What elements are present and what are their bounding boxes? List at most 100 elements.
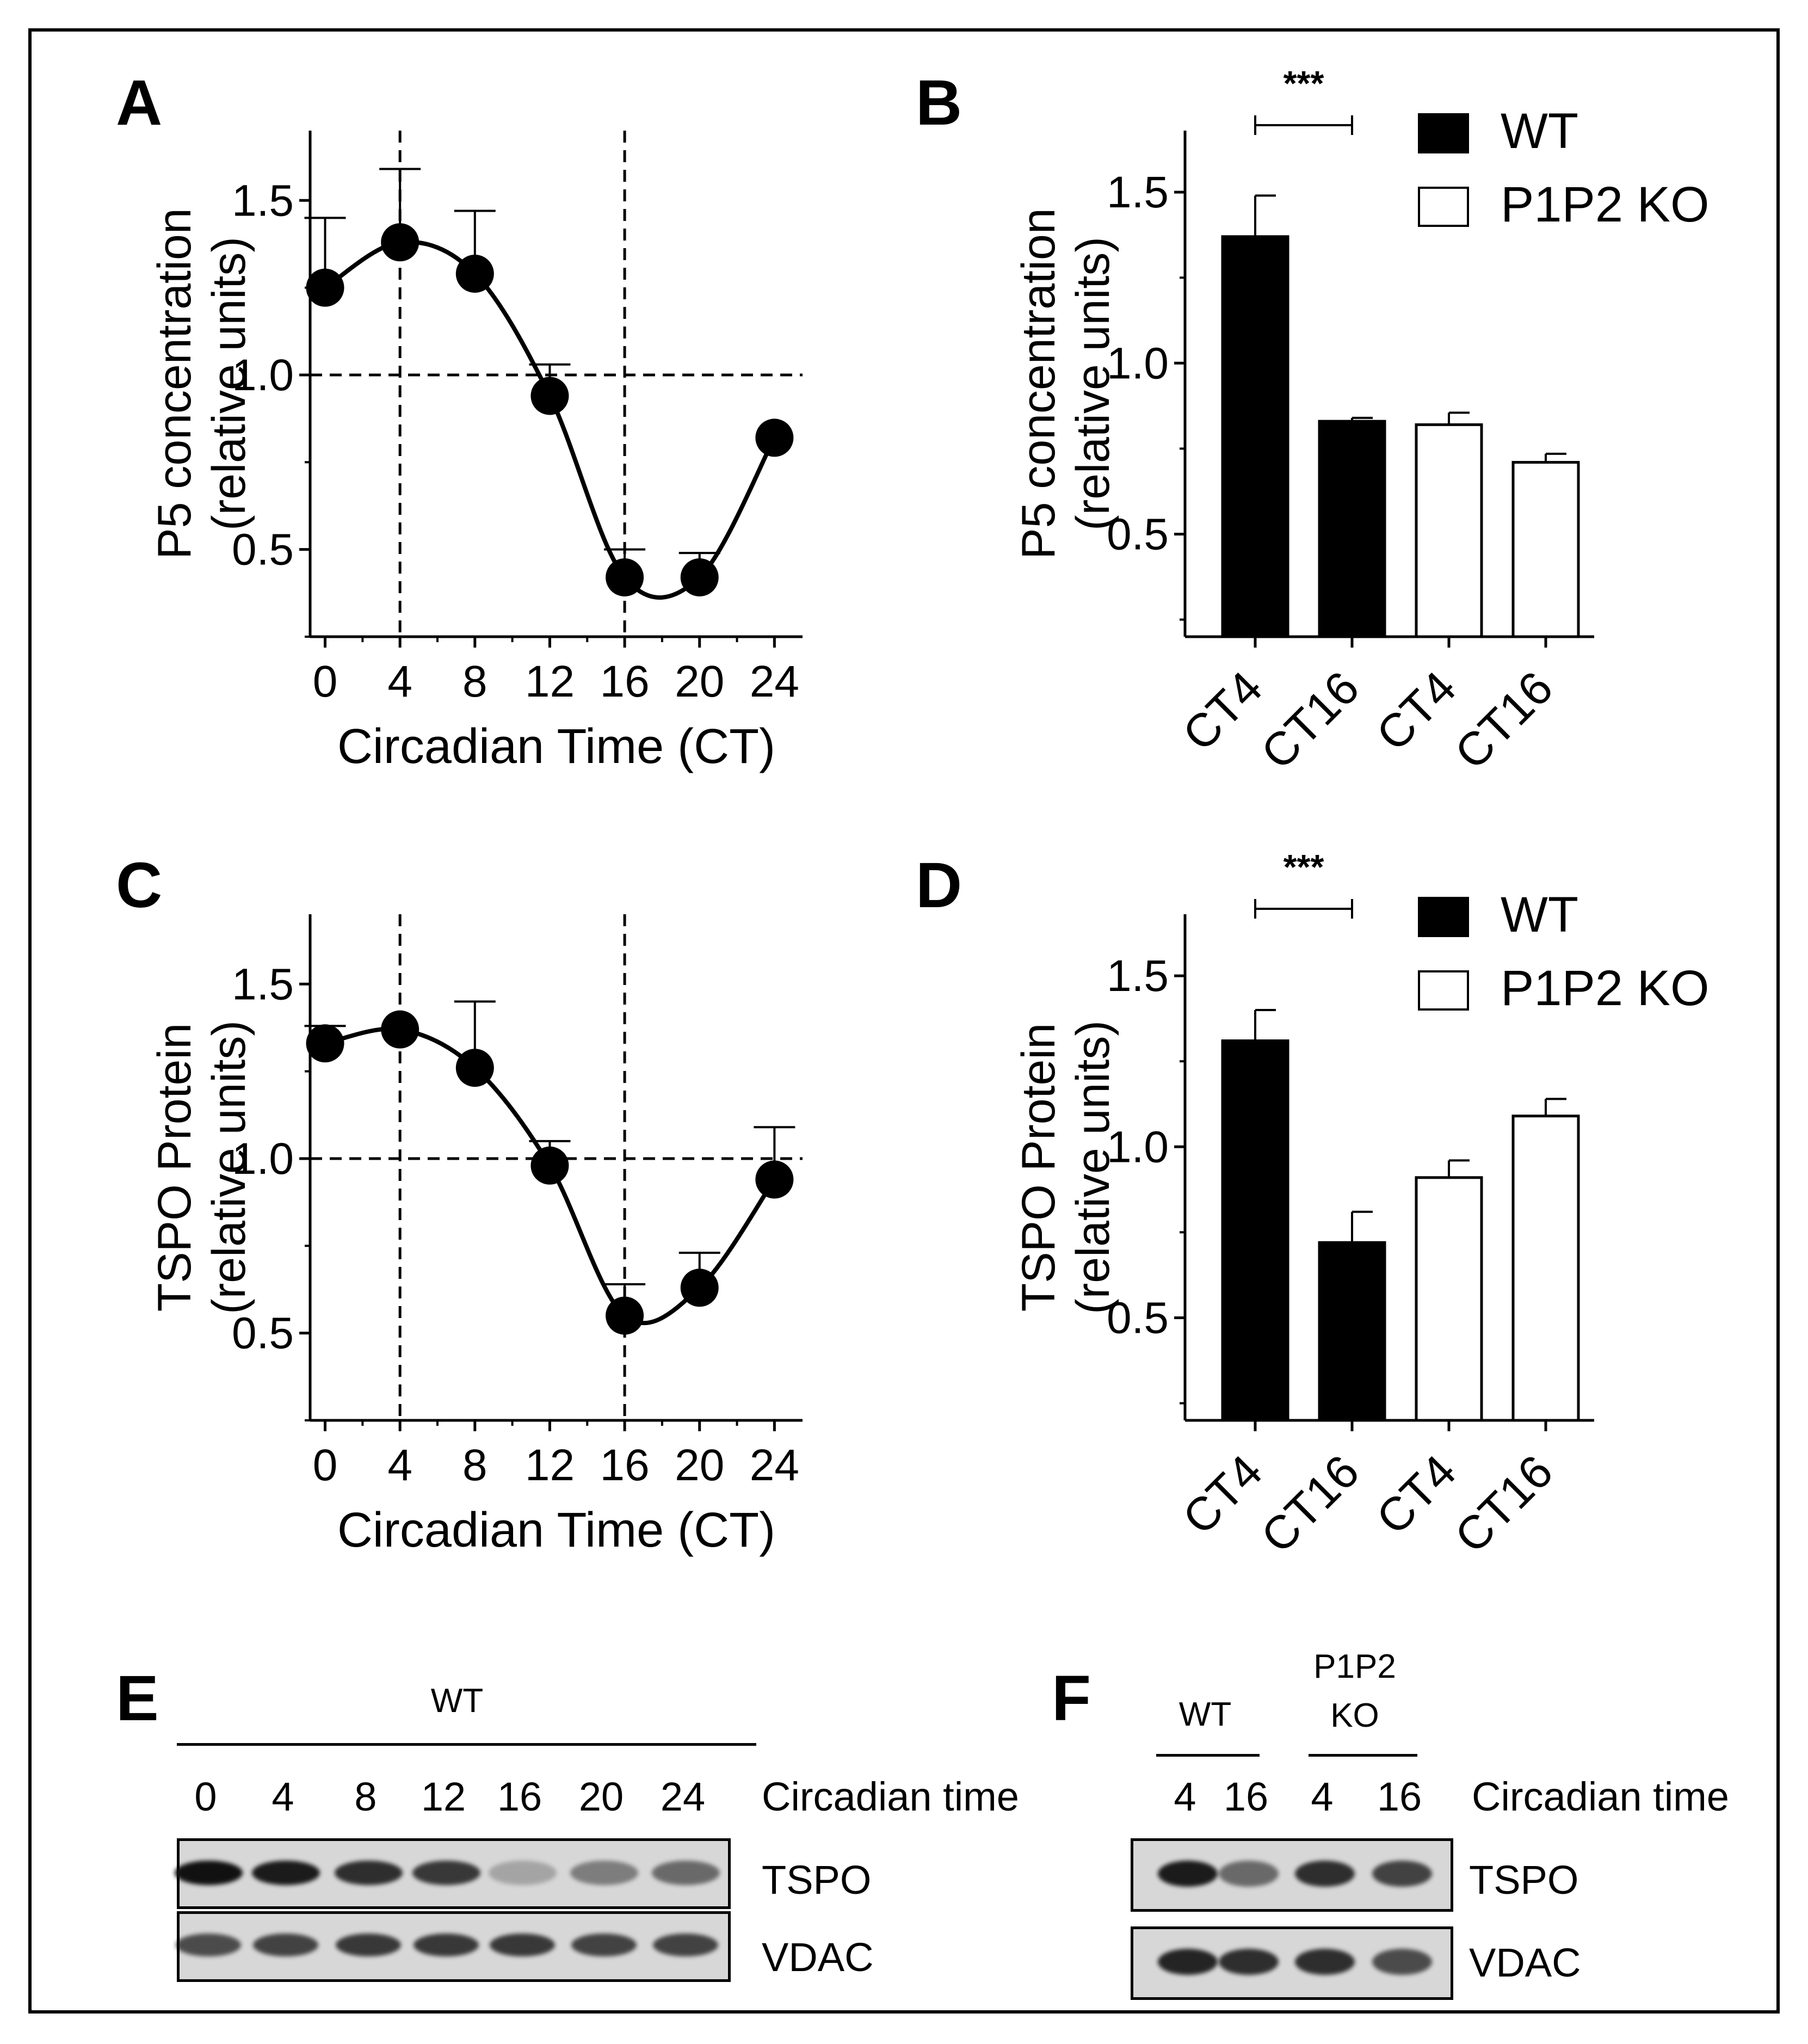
blot-f-tspo-label: TSPO: [1469, 1857, 1579, 1903]
chart-a-y-tick-label: 0.5: [232, 525, 294, 575]
blot-f-tspo-band: [1295, 1861, 1355, 1887]
chart-a-data-point: [455, 254, 494, 293]
chart-c-y-axis-label-line2: (relative units): [203, 1020, 255, 1314]
chart-b-bar: [1511, 461, 1580, 638]
chart-a-x-tick-label: 8: [462, 657, 488, 706]
chart-d-y-axis-label-line1: TSPO Protein: [1013, 1023, 1065, 1312]
chart-b-x-tick-label: CT16: [1445, 662, 1563, 780]
blot-e-vdac-band: [414, 1934, 479, 1956]
chart-d-y-tick-label: 1.5: [1107, 951, 1169, 1001]
chart-c-y-tick-label: 1.5: [232, 959, 294, 1009]
blot-e-vdac-band: [176, 1934, 241, 1956]
chart-c-x-tick-label: 12: [525, 1440, 575, 1490]
panel-label-d: D: [916, 849, 962, 921]
chart-c-data-point: [455, 1049, 494, 1087]
chart-c-data-point: [606, 1296, 644, 1335]
chart-c-data-point: [306, 1024, 344, 1063]
chart-a-y-tick-label: 1.5: [232, 176, 294, 225]
chart-d-legend-swatch-ko: [1418, 970, 1469, 1011]
chart-c: 0.5 1.0 1.5 0 4 8 12 16 20 24 Circadian Time (CT) T…: [149, 914, 803, 1557]
chart-b-y-axis-label-line2: (relative units): [1067, 237, 1119, 531]
blot-e-time-label: 4: [271, 1774, 294, 1819]
chart-a-data-point: [755, 418, 794, 457]
blot-f-time-label: 4: [1174, 1774, 1196, 1819]
chart-a-data-point: [381, 223, 419, 262]
chart-d-bar: [1415, 1176, 1483, 1422]
panel-label-a: A: [116, 67, 163, 139]
blot-e-tspo-label: TSPO: [762, 1857, 872, 1903]
blot-e-time-label: 16: [497, 1774, 542, 1819]
chart-d-sig-label: ***: [1284, 847, 1324, 886]
blot-f-group2-line: [1309, 1754, 1417, 1757]
chart-c-data-point: [381, 1010, 419, 1049]
chart-c-x-axis-label: Circadian Time (CT): [337, 1503, 775, 1557]
blot-f-tspo-strip: [1131, 1838, 1453, 1912]
chart-b-bar: [1221, 235, 1289, 638]
chart-d-x-tick-label: CT16: [1445, 1445, 1563, 1563]
chart-d-y-tick-label: 0.5: [1107, 1293, 1169, 1343]
chart-a-y-axis-label-line2: (relative units): [203, 237, 255, 531]
blot-f-vdac-strip: [1131, 1926, 1453, 2000]
chart-b-legend-swatch-ko: [1418, 187, 1469, 227]
blot-f-group2-label-line2: KO: [1330, 1697, 1379, 1734]
chart-c-y-axis-label-line1: TSPO Protein: [149, 1023, 201, 1312]
chart-b-legend-label-ko: P1P2 KO: [1501, 177, 1710, 232]
chart-d-bar: [1511, 1115, 1580, 1422]
chart-c-x-tick-label: 20: [675, 1440, 724, 1490]
blot-f-vdac-band: [1372, 1949, 1432, 1975]
chart-b-y-tick-label: 1.5: [1107, 168, 1169, 217]
chart-a: 0.5 1.0 1.5 0 4 8 12 16 20 24 Circadian Time (CT) P…: [149, 131, 803, 774]
blot-f-tspo-band: [1158, 1861, 1218, 1887]
chart-d-legend-label-wt: WT: [1501, 887, 1578, 943]
blot-e-tspo-band: [488, 1861, 557, 1885]
blot-f-tspo-band: [1219, 1861, 1279, 1887]
chart-a-x-tick-label: 12: [525, 657, 575, 706]
chart-d-legend-swatch-wt: [1418, 897, 1469, 937]
chart-d-bar: [1221, 1039, 1289, 1422]
chart-c-data-point: [680, 1269, 719, 1307]
chart-a-data-point: [530, 377, 569, 415]
blot-e-time-label: 8: [354, 1774, 377, 1819]
blot-e-vdac-band: [336, 1934, 401, 1956]
blot-e-tspo-band: [174, 1861, 243, 1885]
chart-c-data-point: [530, 1146, 569, 1185]
chart-c-x-tick-label: 24: [750, 1440, 799, 1490]
chart-c-data-point: [755, 1160, 794, 1199]
chart-a-x-tick-label: 0: [313, 657, 338, 706]
chart-b-legend-swatch-wt: [1418, 113, 1469, 153]
blot-f-vdac-label: VDAC: [1469, 1940, 1581, 1985]
chart-d-x-tick-label: CT16: [1251, 1445, 1369, 1563]
blot-e-tspo-band: [251, 1861, 320, 1885]
chart-b-bar: [1318, 420, 1386, 638]
blot-e-tspo-band: [412, 1861, 480, 1885]
chart-a-y-axis-label-line1: P5 concentration: [149, 208, 201, 559]
chart-b-sig-label: ***: [1284, 64, 1324, 103]
chart-b-y-tick-label: 0.5: [1107, 509, 1169, 559]
chart-b-y-tick-label: 1.0: [1107, 338, 1169, 388]
chart-d-y-axis-label-line2: (relative units): [1067, 1020, 1119, 1314]
blot-f-vdac-band: [1295, 1949, 1355, 1975]
blot-f-time-label: 16: [1223, 1774, 1269, 1819]
chart-a-data-point: [680, 558, 719, 596]
blot-f-time-label: Circadian time: [1472, 1774, 1729, 1819]
blot-f-tspo-band: [1372, 1861, 1432, 1887]
figure-frame: [28, 28, 1780, 2014]
panel-label-e: E: [116, 1663, 159, 1734]
chart-c-x-tick-label: 8: [462, 1440, 488, 1490]
panel-label-c: C: [116, 849, 163, 921]
chart-a-x-axis-label: Circadian Time (CT): [337, 719, 775, 774]
blot-e-tspo-band: [651, 1861, 720, 1885]
blot-e-time-label: 20: [578, 1774, 624, 1819]
chart-b-legend-label-wt: WT: [1501, 103, 1578, 159]
blot-e-tspo-band: [334, 1861, 403, 1885]
blot-f-time-label: 4: [1311, 1774, 1334, 1819]
blot-e-vdac-band: [490, 1934, 555, 1956]
blot-e-time-label: 0: [194, 1774, 217, 1819]
chart-c-y-tick-label: 0.5: [232, 1309, 294, 1358]
blot-f-vdac-band: [1219, 1949, 1279, 1975]
chart-a-x-tick-label: 20: [675, 657, 724, 706]
blot-f-group1-line: [1156, 1754, 1260, 1757]
chart-d-bar: [1318, 1241, 1386, 1422]
chart-c-x-tick-label: 4: [387, 1440, 412, 1490]
